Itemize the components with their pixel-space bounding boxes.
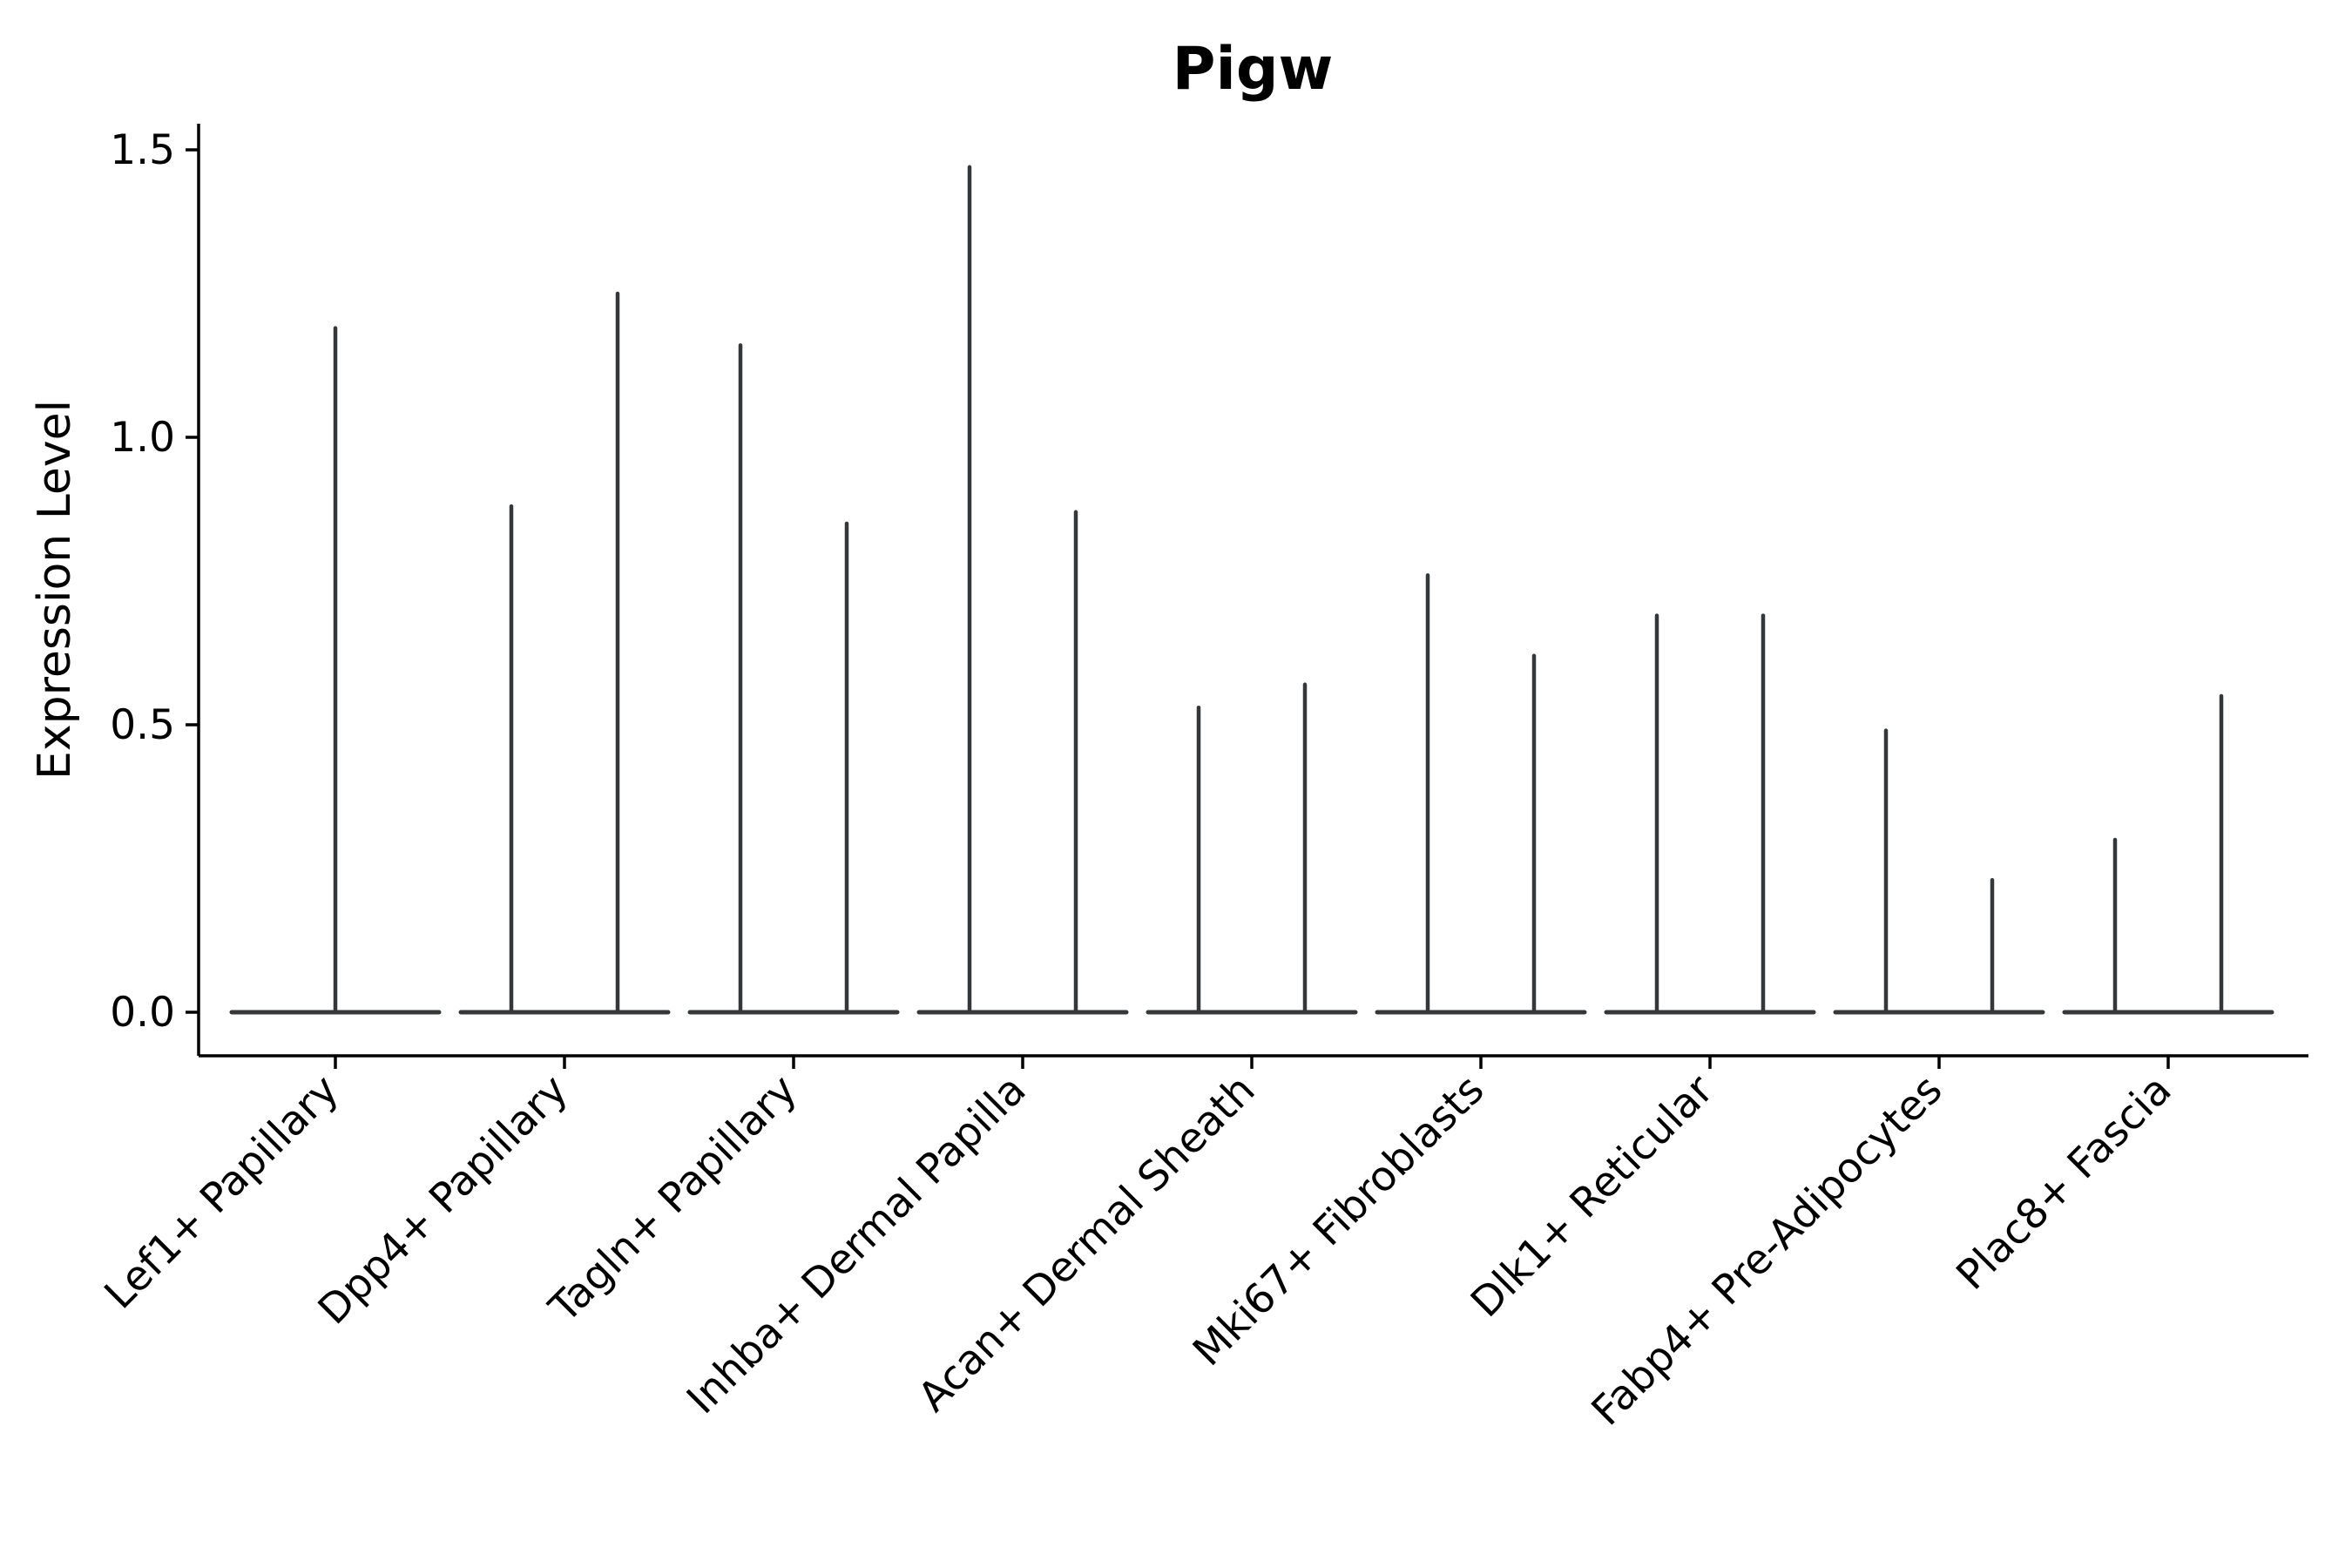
x-tick-label: Plac8+ Fascia [1948, 1066, 2181, 1300]
y-tick-label: 0.0 [110, 989, 175, 1037]
x-tick-label: Dpp4+ Papillary [309, 1066, 578, 1335]
y-tick-label: 1.0 [110, 414, 175, 462]
x-tick-label: Lef1+ Papillary [96, 1066, 348, 1319]
y-tick-label: 1.5 [110, 126, 175, 174]
y-tick-label: 0.5 [110, 701, 175, 749]
x-tick-label: Dlk1+ Reticular [1462, 1065, 1723, 1327]
x-tick-label: Tagln+ Papillary [540, 1066, 807, 1333]
chart-title: Pigw [1173, 35, 1334, 104]
y-axis-label: Expression Level [29, 400, 81, 780]
